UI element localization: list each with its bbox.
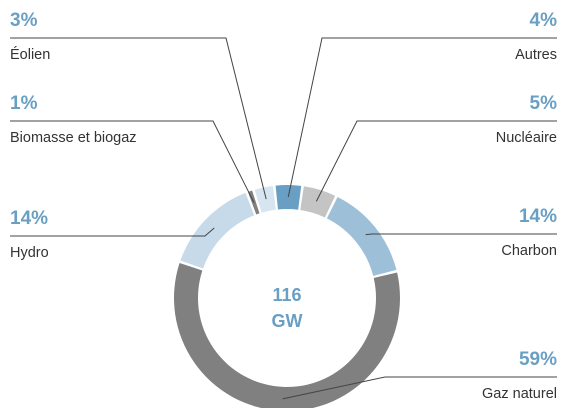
donut-segment (300, 186, 336, 218)
category-label: Biomasse et biogaz (10, 130, 137, 146)
category-label: Autres (515, 47, 557, 63)
donut-segment (173, 263, 400, 408)
donut-segment (180, 192, 255, 269)
value-label: 5% (530, 93, 558, 114)
donut-segment (275, 185, 302, 210)
center-value: 116 (272, 285, 301, 305)
leader-line (287, 37, 557, 198)
leader-line (10, 227, 215, 237)
value-label: 14% (10, 208, 48, 229)
center-unit: GW (272, 311, 303, 331)
leader-line (365, 233, 557, 236)
value-label: 4% (530, 10, 558, 31)
donut-segment (326, 196, 397, 276)
leader-line (315, 120, 557, 202)
leader-line (282, 376, 557, 400)
category-label: Nucléaire (496, 130, 557, 146)
donut-segment (254, 185, 276, 213)
value-label: 59% (519, 349, 557, 370)
category-label: Hydro (10, 245, 49, 261)
leader-line (10, 37, 267, 200)
leader-line (10, 120, 255, 203)
value-label: 3% (10, 10, 38, 31)
category-label: Charbon (501, 243, 557, 259)
value-label: 14% (519, 206, 557, 227)
value-label: 1% (10, 93, 38, 114)
category-label: Éolien (10, 46, 50, 63)
category-label: Gaz naturel (482, 386, 557, 402)
